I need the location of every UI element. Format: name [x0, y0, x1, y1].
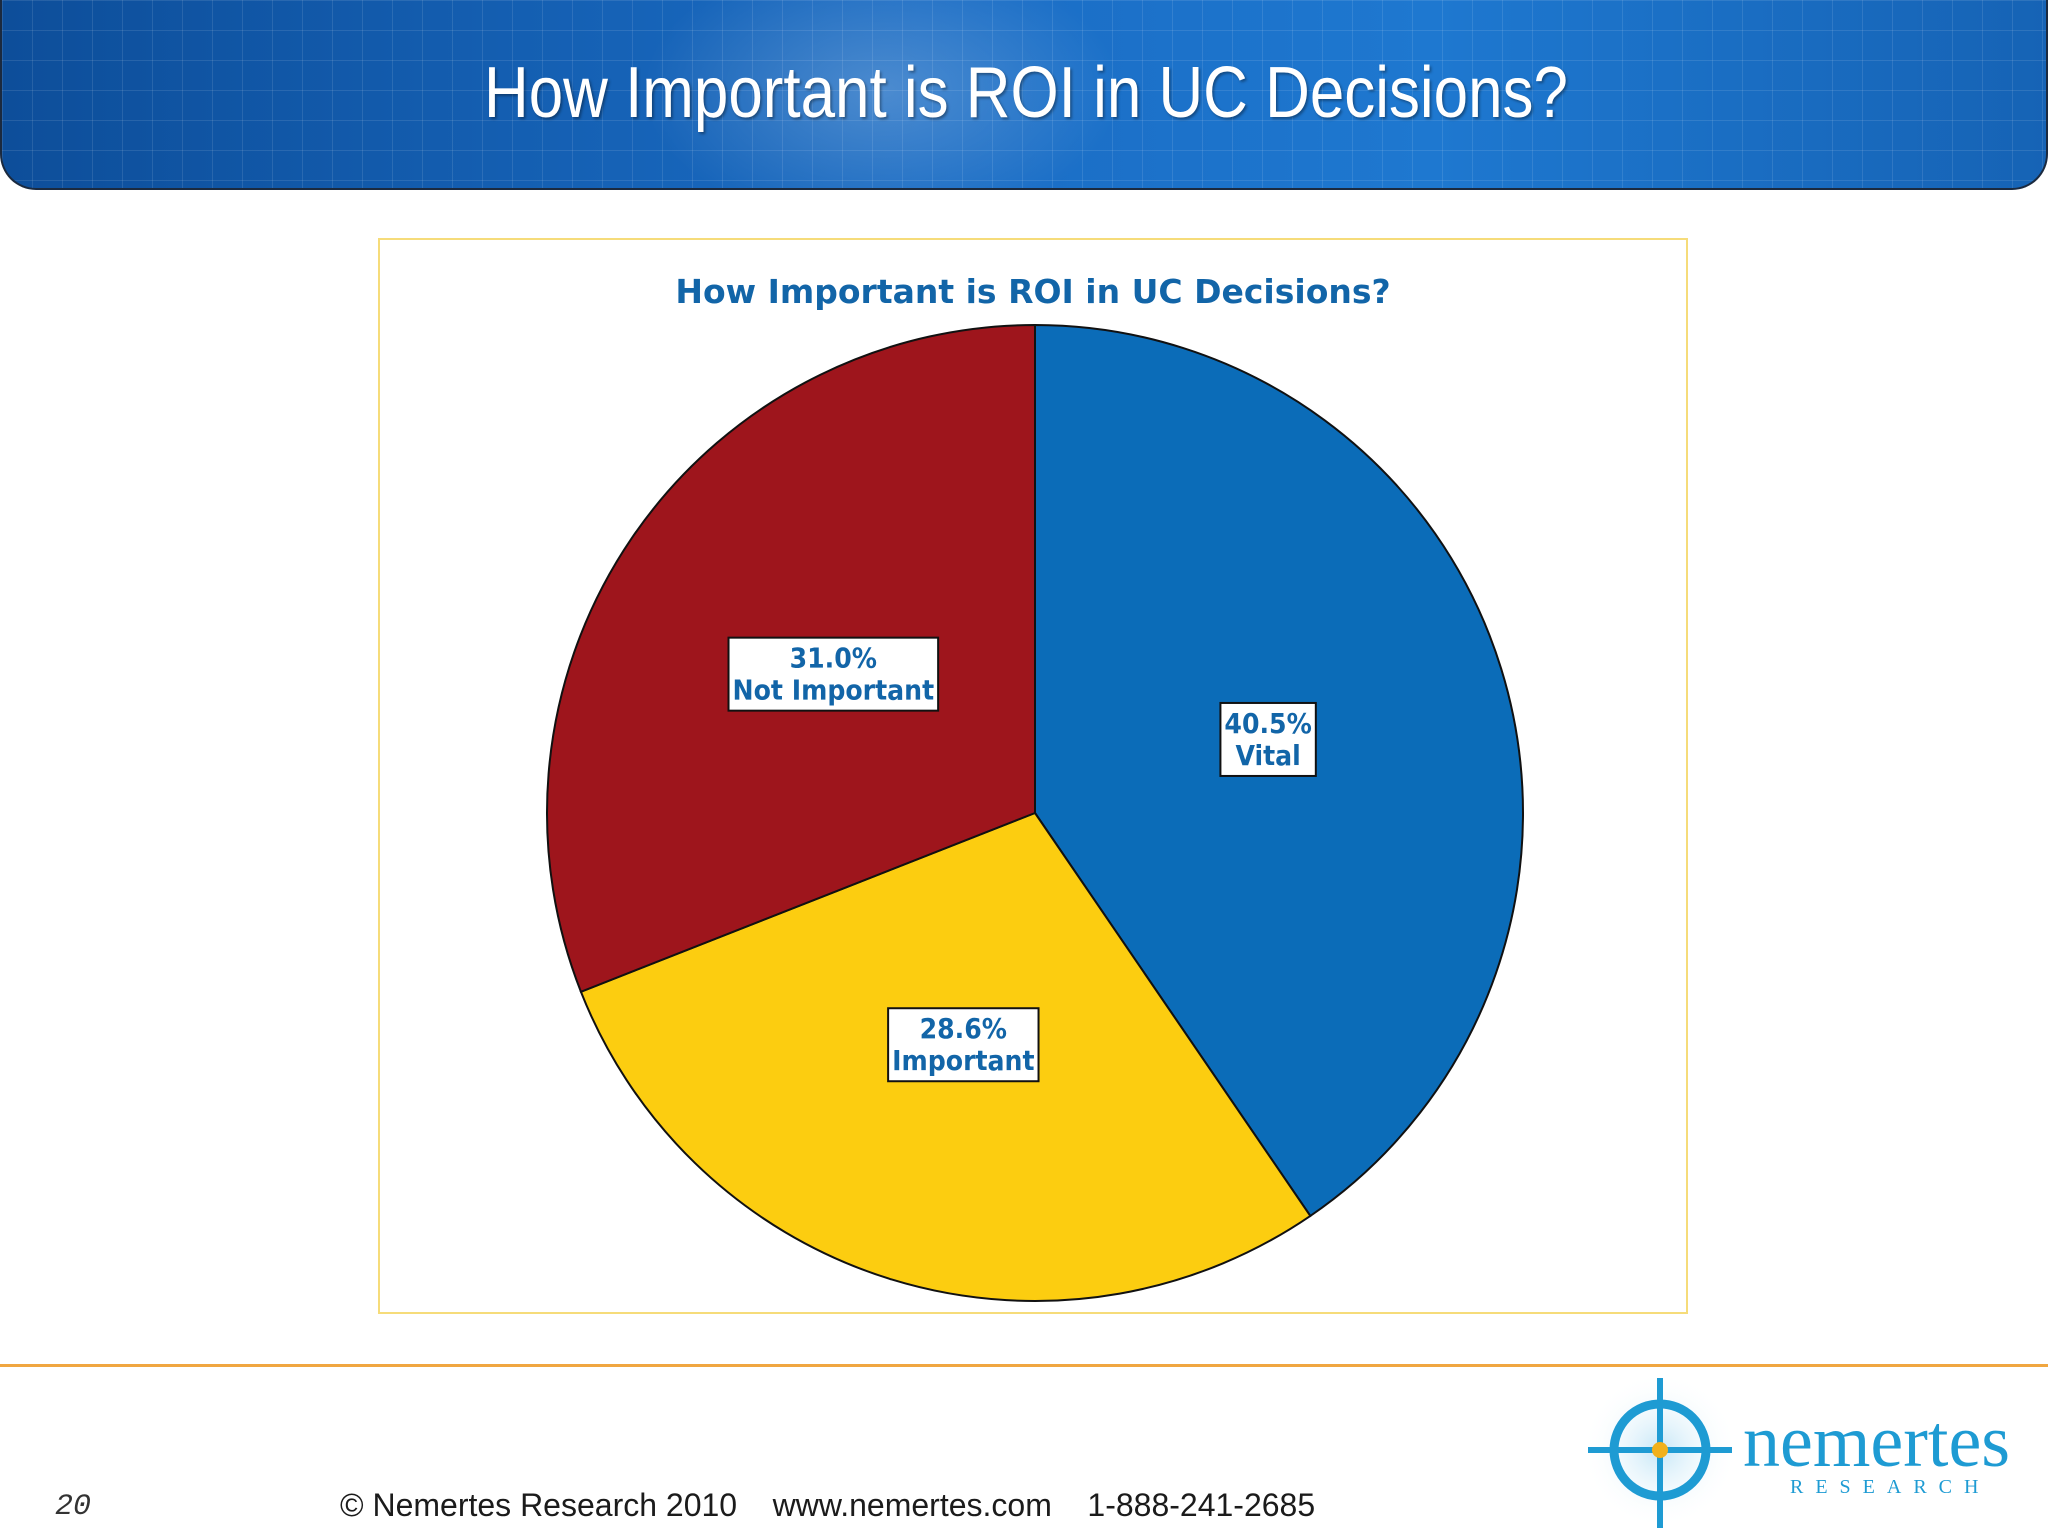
footer-phone: 1-888-241-2685	[1087, 1487, 1316, 1523]
footer-website[interactable]: www.nemertes.com	[772, 1487, 1052, 1523]
slide-header: How Important is ROI in UC Decisions?	[0, 0, 2048, 190]
pie-category-label: Not Important	[733, 674, 935, 707]
nemertes-logo: nemertes RESEARCH	[1582, 1372, 2010, 1528]
pie-value-label: 28.6%	[920, 1012, 1007, 1045]
slide-title: How Important is ROI in UC Decisions?	[484, 53, 1568, 133]
pie-label-not-important: 31.0%Not Important	[727, 636, 940, 712]
pie-category-label: Vital	[1235, 739, 1300, 772]
pie-category-label: Important	[892, 1044, 1034, 1077]
chart-title: How Important is ROI in UC Decisions?	[675, 272, 1391, 311]
pie-value-label: 40.5%	[1224, 707, 1311, 740]
crosshair-icon	[1582, 1372, 1738, 1528]
pie-label-vital: 40.5%Vital	[1219, 701, 1317, 777]
pie-slices	[545, 323, 1525, 1303]
logo-wordmark: nemertes	[1743, 1401, 2010, 1483]
header-grid-pattern	[2, 0, 2046, 188]
pie-value-label: 31.0%	[790, 642, 877, 675]
pie-chart: 40.5%Vital 28.6%Important 31.0%Not Importa…	[545, 323, 1525, 1303]
header-glow	[622, 0, 1142, 188]
footer-text: © Nemertes Research 2010 www.nemertes.co…	[340, 1487, 1315, 1524]
page-number: 20	[55, 1490, 92, 1524]
footer-copyright: © Nemertes Research 2010	[340, 1487, 738, 1523]
footer-rule	[0, 1364, 2048, 1367]
pie-labels: 40.5%Vital 28.6%Important 31.0%Not Importa…	[727, 636, 1317, 1083]
chart-frame: How Important is ROI in UC Decisions? 40…	[378, 238, 1688, 1314]
logo-tagline: RESEARCH	[1790, 1476, 1990, 1498]
pie-label-important: 28.6%Important	[887, 1007, 1040, 1083]
